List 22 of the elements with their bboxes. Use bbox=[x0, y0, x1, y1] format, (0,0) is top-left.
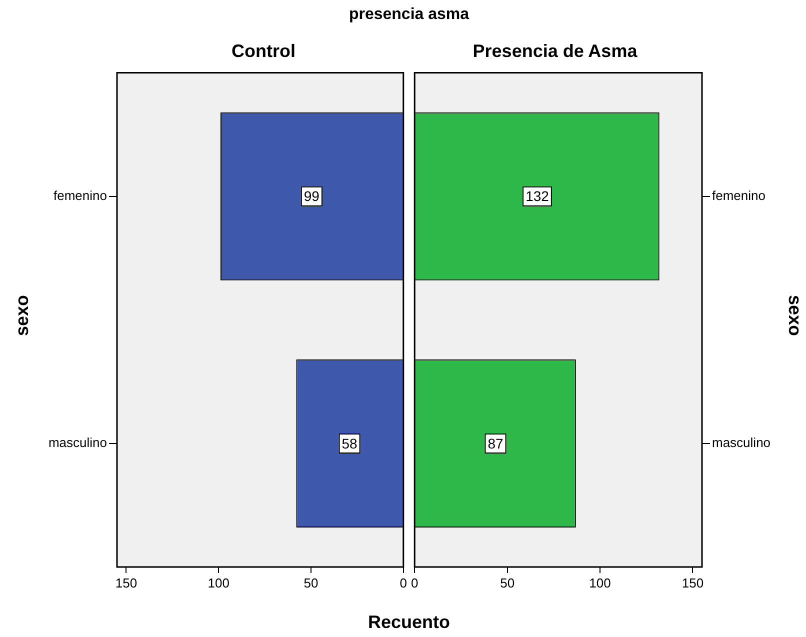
x-tick-label: 50 bbox=[304, 575, 318, 590]
y-axis-title: sexo bbox=[12, 294, 33, 336]
text: presencia asma bbox=[348, 6, 470, 24]
data-label: 132 bbox=[526, 188, 550, 204]
y2-axis-title: sexo bbox=[784, 294, 805, 336]
data-label: 87 bbox=[488, 435, 504, 452]
x-tick-label: 0 bbox=[411, 575, 418, 590]
y-tick-label: femenino bbox=[712, 188, 766, 203]
x-tick-label: 150 bbox=[115, 575, 138, 590]
x-tick-label: 100 bbox=[208, 575, 230, 590]
x-tick-label: 100 bbox=[589, 575, 611, 590]
y-tick-label: femenino bbox=[54, 188, 107, 203]
x-tick-label: 0 bbox=[400, 575, 407, 590]
data-label: 58 bbox=[342, 435, 358, 452]
data-label: 99 bbox=[304, 188, 320, 204]
chart-title: Presencia de Asma bbox=[472, 40, 638, 63]
x-axis-title: Recuento bbox=[366, 612, 451, 633]
chart-title: Control bbox=[230, 40, 296, 63]
x-tick-label: 150 bbox=[682, 575, 704, 590]
x-tick-label: 50 bbox=[500, 575, 515, 590]
y-tick-label: masculino bbox=[712, 435, 771, 450]
y-tick-label: masculino bbox=[48, 435, 107, 450]
